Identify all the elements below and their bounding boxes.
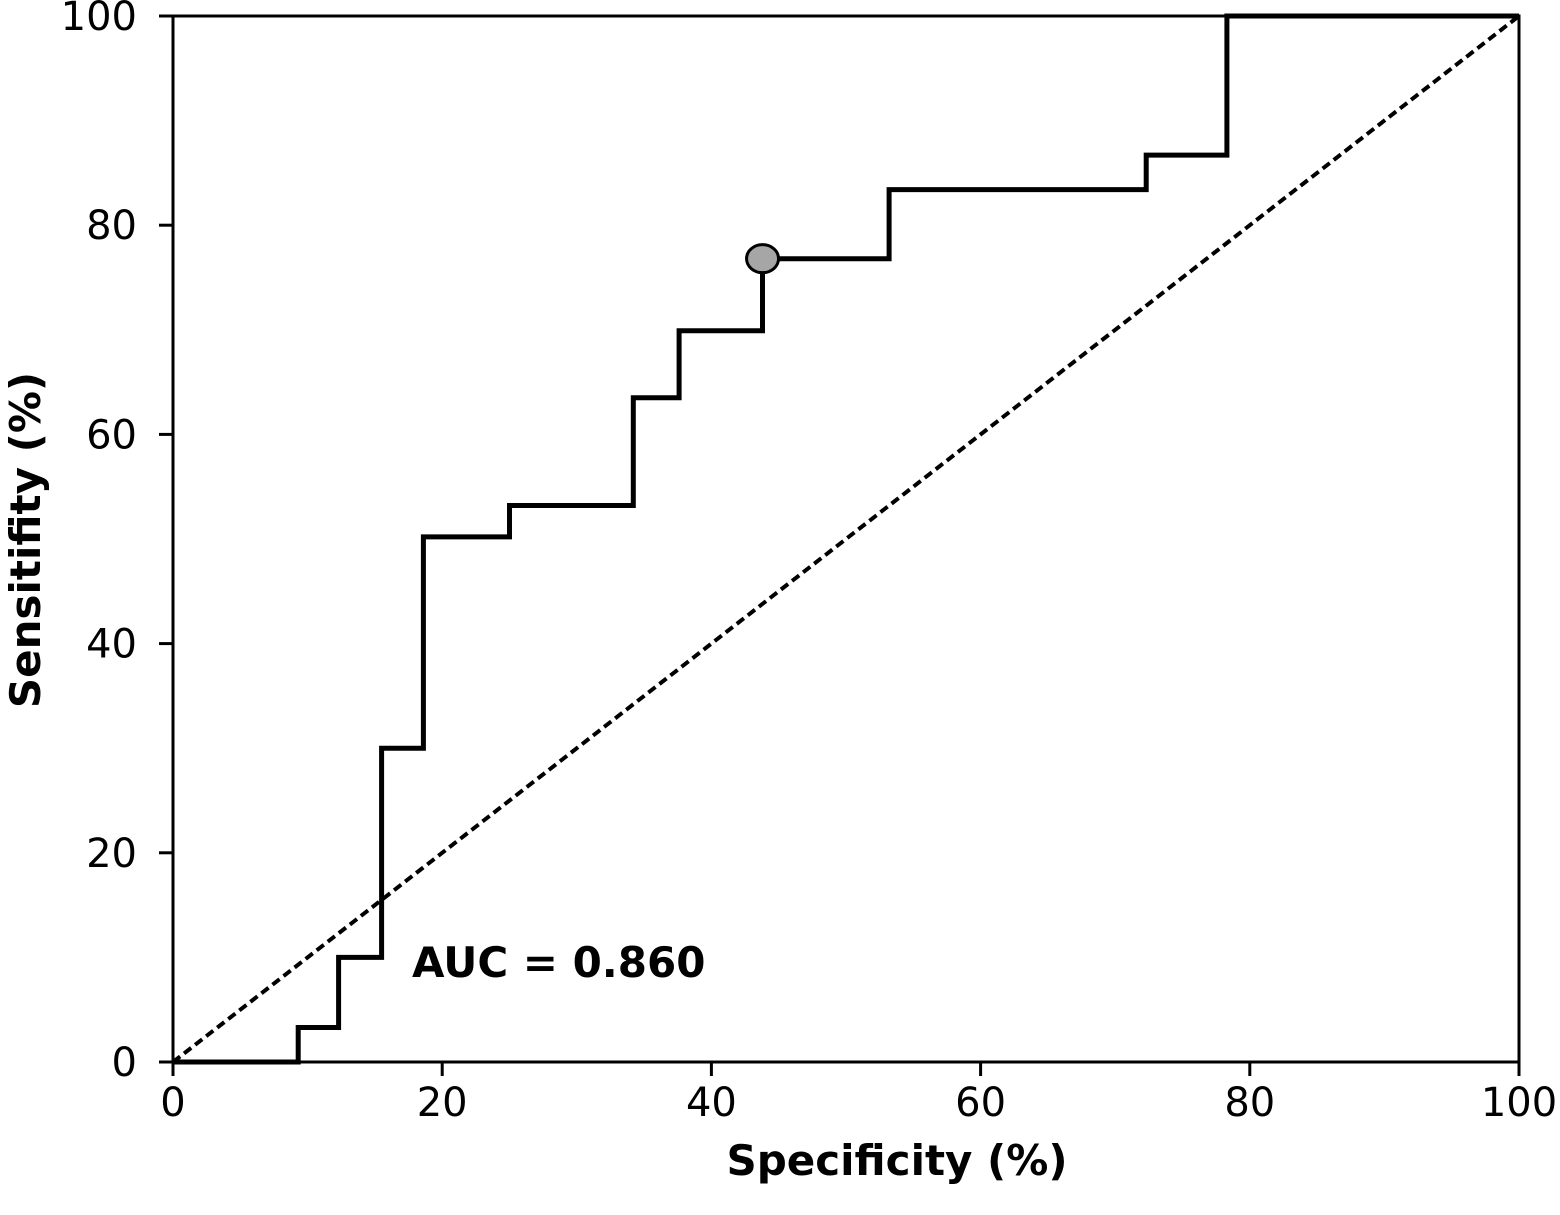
y-tick-label: 80 xyxy=(86,203,137,249)
roc-curve-line xyxy=(173,13,1519,1065)
optimal-cutoff-point xyxy=(745,243,781,275)
y-tick-label: 20 xyxy=(86,831,137,877)
auc-annotation: AUC = 0.860 xyxy=(412,938,705,987)
y-tick-label: 0 xyxy=(112,1040,137,1086)
y-axis-title: Sensitifity (%) xyxy=(1,372,50,708)
x-tick-label: 20 xyxy=(417,1080,468,1126)
y-tick-label: 60 xyxy=(86,412,137,458)
x-tick-label: 40 xyxy=(686,1080,737,1126)
x-tick-label: 80 xyxy=(1224,1080,1275,1126)
plot-layer: 0 20 40 60 80 100 0 20 40 60 80 100 xyxy=(61,0,1558,1126)
y-tick-label: 40 xyxy=(86,622,137,668)
x-tick-label: 100 xyxy=(1481,1080,1557,1126)
x-tick-label: 0 xyxy=(160,1080,185,1126)
plot-frame xyxy=(171,14,1521,1064)
x-tick-label: 60 xyxy=(955,1080,1006,1126)
y-tick-label: 100 xyxy=(61,0,137,40)
reference-diagonal-line xyxy=(171,14,1521,1064)
x-axis-title: Specificity (%) xyxy=(726,1136,1067,1185)
